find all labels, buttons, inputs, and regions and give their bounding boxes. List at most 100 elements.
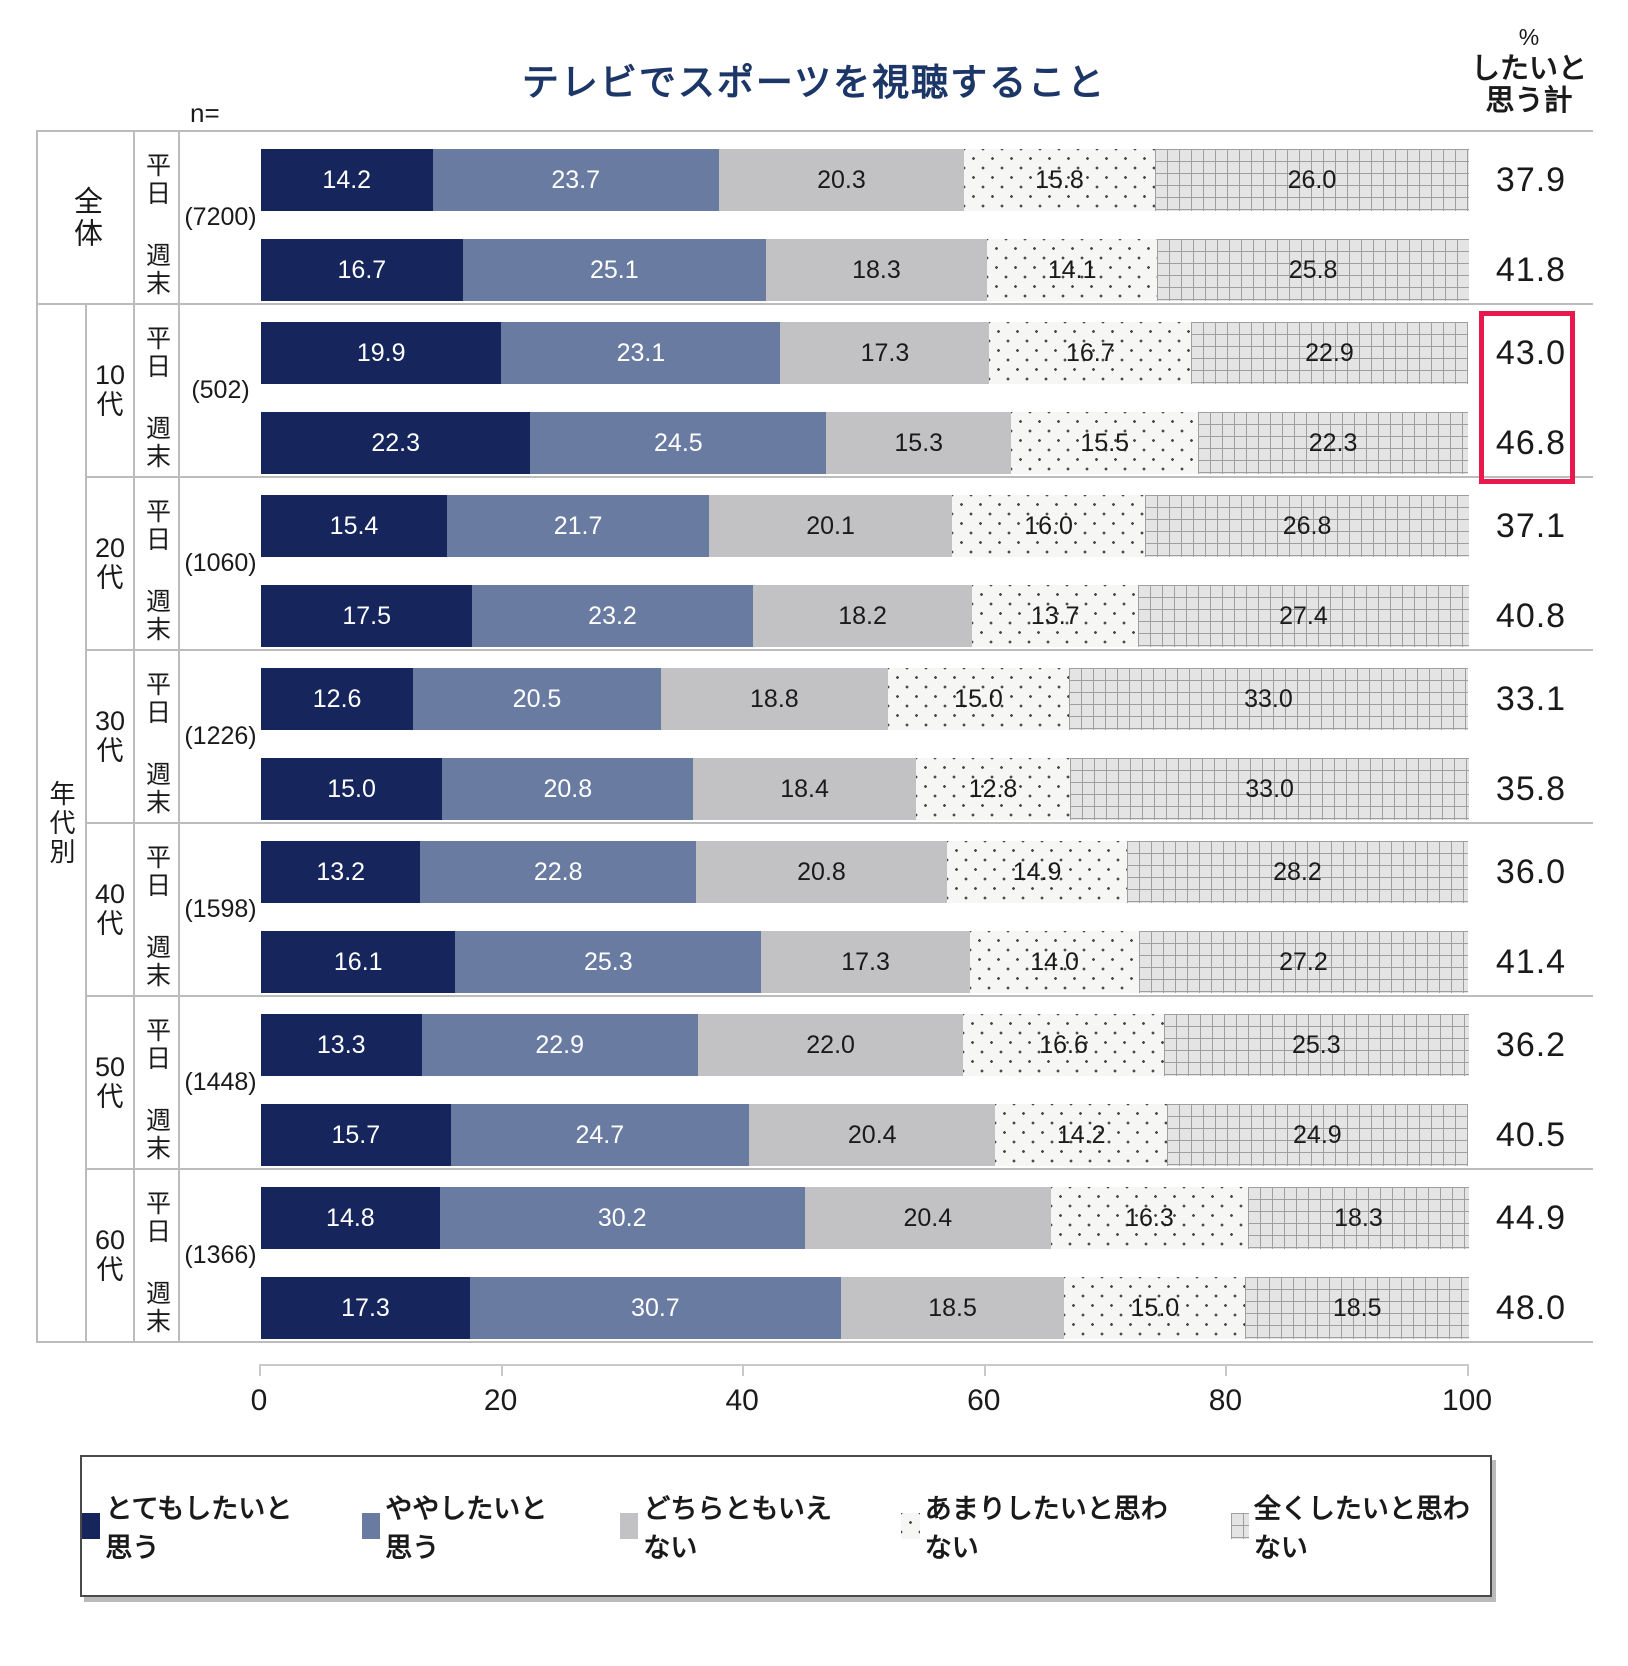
bar-segment: 15.7: [261, 1104, 451, 1166]
bar-segment: 14.1: [987, 239, 1158, 301]
bar-segment-value: 22.9: [1305, 338, 1354, 367]
total-value: 36.2: [1495, 1025, 1567, 1064]
day-label-weekday: 平日: [135, 1014, 178, 1076]
age-label-line: 代: [96, 389, 124, 420]
day-label-weekday: 平日: [135, 149, 178, 211]
bar-segment: 14.9: [947, 841, 1128, 903]
bar-segment: 16.7: [261, 239, 463, 301]
bar-segment: 18.8: [660, 668, 888, 730]
bar-segment: 23.7: [432, 149, 719, 211]
age-label-line: 代: [96, 1081, 124, 1112]
bar-segment-value: 16.7: [337, 255, 387, 284]
n-value: (7200): [184, 203, 257, 231]
section-label-nendaibetsu: 年代別: [38, 305, 87, 1343]
bar-segment: 20.4: [749, 1104, 996, 1166]
chart-title: テレビでスポーツを視聴すること: [521, 62, 1107, 103]
x-axis-tick-label: 80: [1208, 1384, 1243, 1417]
bar-segment: 27.4: [1137, 585, 1469, 647]
bars-cell: 14.2 23.7 20.3 15.8 26.0 16.7 25.1 18.3 14.1 25.8: [261, 132, 1469, 305]
bar-segment-value: 18.5: [1332, 1293, 1382, 1322]
bar-segment: 26.0: [1154, 149, 1469, 211]
bar-segment: 20.5: [413, 668, 661, 730]
bar-segment-value: 15.7: [331, 1120, 381, 1149]
legend-label: とてもしたいと思う: [105, 1494, 293, 1563]
legend-item-3: どちらともいえない: [620, 1487, 855, 1565]
bar-segment: 15.0: [887, 668, 1070, 730]
age-label-line: 10: [94, 360, 126, 391]
age-label-line: 代: [96, 735, 124, 766]
legend-item-4: あまりしたいと思わない: [901, 1487, 1184, 1565]
bar-segment: 24.7: [450, 1104, 750, 1166]
age-label-line: 代: [96, 1254, 124, 1285]
legend-swatch-gray: [620, 1513, 639, 1539]
bar-segment-value: 14.1: [1047, 255, 1097, 284]
bar-segment: 17.5: [261, 585, 473, 647]
legend-item-2: ややしたいと思う: [361, 1487, 574, 1565]
bar-segment-value: 26.8: [1282, 511, 1332, 540]
bar-segment-value: 15.0: [1130, 1293, 1180, 1322]
bar-segment-value: 16.1: [333, 947, 383, 976]
bar-row-50代-平日: 13.3 22.9 22.0 16.6 25.3: [261, 1014, 1469, 1076]
age-label-line: 60: [94, 1225, 126, 1256]
bar-row-40代-週末: 16.1 25.3 17.3 14.0 27.2: [261, 931, 1469, 993]
bar-segment: 25.3: [1163, 1014, 1469, 1076]
bars-cell: 13.2 22.8 20.8 14.9 28.2 16.1 25.3 17.3 14.0 27.2: [261, 824, 1469, 997]
bar-segment-value: 16.7: [1065, 338, 1115, 367]
bar-row-20代-平日: 15.4 21.7 20.1 16.0 26.8: [261, 495, 1469, 557]
bar-segment-value: 22.9: [535, 1030, 585, 1059]
age-label-line: 40: [94, 879, 126, 910]
legend-item-5: 全くしたいと思わない: [1230, 1487, 1490, 1565]
legend-label: 全くしたいと思わない: [1253, 1494, 1470, 1563]
bar-segment-value: 23.7: [551, 165, 600, 194]
bar-segment-value: 15.0: [327, 774, 376, 803]
bars-cell: 15.4 21.7 20.1 16.0 26.8 17.5 23.2 18.2 13.7 27.4: [261, 478, 1469, 651]
x-axis-tick: [742, 1364, 745, 1376]
bar-segment: 23.2: [472, 585, 753, 647]
totals-cell: 33.1 35.8: [1469, 651, 1593, 824]
n-value-cell: (1366): [180, 1170, 261, 1343]
total-value: 36.0: [1495, 852, 1567, 891]
bar-segment: 22.0: [697, 1014, 964, 1076]
day-label-text: 平日: [142, 671, 171, 727]
n-value-cell: (1060): [180, 478, 261, 651]
bar-segment: 15.0: [261, 758, 443, 820]
daytype-cell: 平日 週末: [135, 478, 180, 651]
bar-segment: 13.3: [261, 1014, 422, 1076]
bar-segment-value: 21.7: [553, 511, 603, 540]
x-axis-tick-label: 60: [967, 1384, 1001, 1417]
bar-row-50代-週末: 15.7 24.7 20.4 14.2 24.9: [261, 1104, 1469, 1166]
legend-swatch-bluegray: [361, 1513, 381, 1539]
bars-cell: 13.3 22.9 22.0 16.6 25.3 15.7 24.7 20.4 14.2 24.9: [261, 997, 1469, 1170]
bar-segment: 16.0: [951, 495, 1146, 557]
bar-row-全体-平日: 14.2 23.7 20.3 15.8 26.0: [261, 149, 1469, 211]
day-label-text: 平日: [142, 1190, 171, 1246]
bar-segment-value: 23.2: [588, 601, 637, 630]
chart-table: 年代別 全体 平日 週末 (7200) 14.2 23.7 20.3 15.8 26.0 16.7 2…: [36, 130, 1593, 1343]
bar-row-30代-週末: 15.0 20.8 18.4 12.8 33.0: [261, 758, 1469, 820]
bar-segment: 16.6: [963, 1014, 1164, 1076]
bar-segment-value: 33.0: [1245, 774, 1294, 803]
bar-segment-value: 20.8: [543, 774, 593, 803]
bar-segment-value: 33.0: [1244, 684, 1293, 713]
group-label-zentai: 全体: [38, 132, 135, 305]
bar-segment: 12.8: [915, 758, 1071, 820]
day-label-weekday: 平日: [135, 1187, 178, 1249]
n-value: (1226): [184, 722, 257, 750]
bar-segment: 28.2: [1127, 841, 1468, 903]
bar-segment: 22.9: [1191, 322, 1468, 384]
legend-label: あまりしたいと思わない: [924, 1494, 1168, 1563]
bar-segment-value: 23.1: [616, 338, 666, 367]
totals-cell: 37.9 41.8: [1469, 132, 1593, 305]
n-value-cell: (1226): [180, 651, 261, 824]
bar-segment: 14.2: [995, 1104, 1167, 1166]
day-label-text: 週末: [142, 588, 171, 644]
bar-segment: 20.8: [442, 758, 694, 820]
day-label-text: 平日: [142, 325, 171, 381]
bar-segment-value: 20.5: [512, 684, 562, 713]
bar-segment-value: 14.0: [1030, 947, 1079, 976]
bar-segment-value: 16.6: [1039, 1030, 1088, 1059]
bar-segment: 18.3: [765, 239, 987, 301]
bar-segment: 17.3: [780, 322, 990, 384]
day-label-weekend: 週末: [135, 1104, 178, 1166]
bar-row-20代-週末: 17.5 23.2 18.2 13.7 27.4: [261, 585, 1469, 647]
